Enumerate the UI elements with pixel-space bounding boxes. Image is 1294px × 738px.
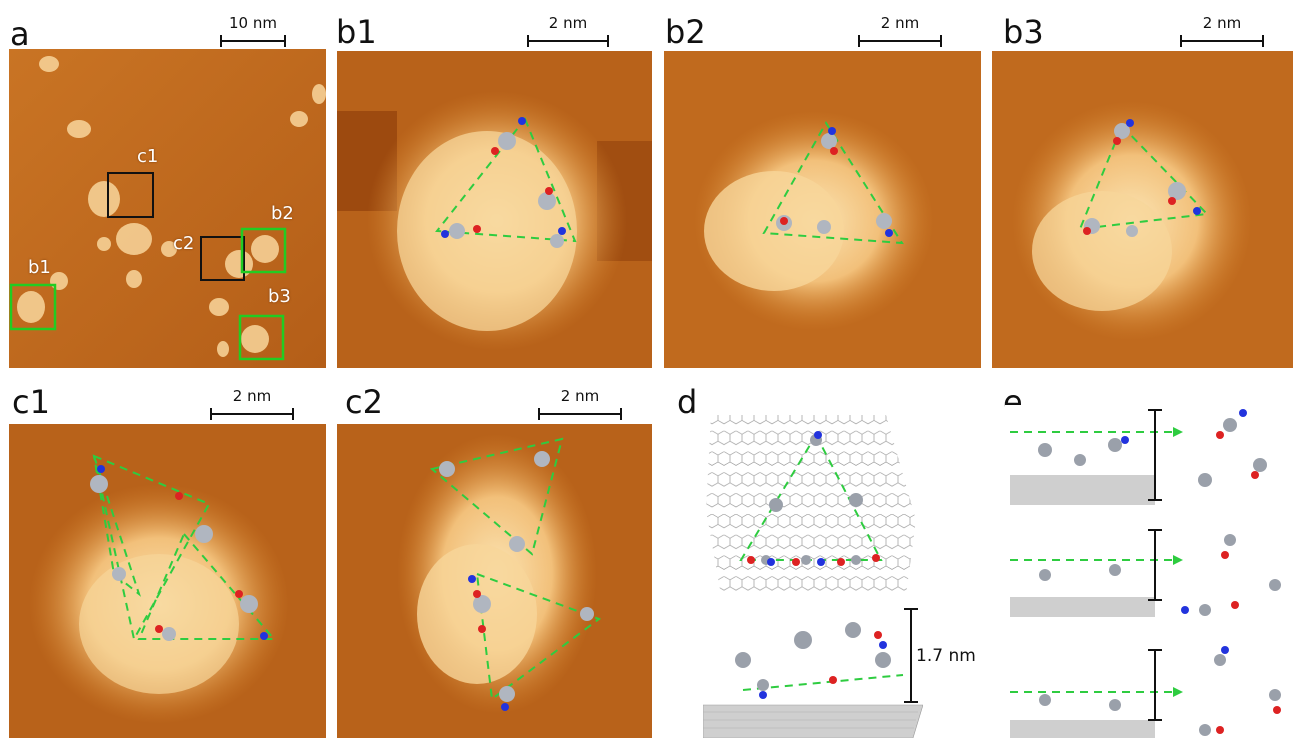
stm-overview-image: c1 c2 b2 b1 b3 [9,49,326,368]
height-bar-d [904,608,918,703]
box-label-b1: b1 [28,257,51,278]
scale-bar-b1: 2 nm [527,14,609,47]
scale-text-b2: 2 nm [880,14,920,32]
box-label-b2: b2 [271,203,294,224]
scale-bar-b2: 2 nm [858,14,942,47]
e-row-3 [1010,646,1281,738]
panel-label-d: d [677,383,698,421]
box-label-c2: c2 [173,233,195,254]
model-top-view-d [706,410,926,595]
scale-text-c2: 2 nm [560,387,600,405]
scale-line-b2 [858,35,942,47]
scale-text-c1: 2 nm [232,387,272,405]
height-label-d: 1.7 nm [916,646,976,666]
panel-label-a: a [10,15,30,53]
scale-line-b3 [1180,35,1264,47]
stm-image-b2 [664,51,981,368]
stm-image-c1 [9,424,326,738]
scale-text-b1: 2 nm [548,14,588,32]
panel-label-b1: b1 [336,13,377,51]
scale-bar-b3: 2 nm [1180,14,1264,47]
model-series-e [1005,405,1294,738]
height-bar-line [910,608,912,703]
scale-line-a [220,35,286,47]
height-bar-cap-bottom [904,701,918,703]
e-row-2 [1010,529,1281,617]
scale-bar-c1: 2 nm [210,387,294,420]
stm-image-b3 [992,51,1293,368]
scale-line-b1 [527,35,609,47]
panel-label-b2: b2 [665,13,706,51]
scale-bar-c2: 2 nm [538,387,622,420]
panel-label-b3: b3 [1003,13,1044,51]
scale-line-c1 [210,408,294,420]
stm-image-b1 [337,51,652,368]
scale-text-b3: 2 nm [1202,14,1242,32]
scale-text-a: 10 nm [229,14,277,32]
panel-label-c1: c1 [12,383,50,421]
scale-bar-a: 10 nm [220,14,286,47]
stm-image-c2 [337,424,652,738]
scale-line-c2 [538,408,622,420]
panel-label-c2: c2 [345,383,383,421]
e-row-1 [1010,409,1267,505]
model-side-view-d [703,600,923,738]
box-label-c1: c1 [137,146,159,167]
box-label-b3: b3 [268,286,291,307]
